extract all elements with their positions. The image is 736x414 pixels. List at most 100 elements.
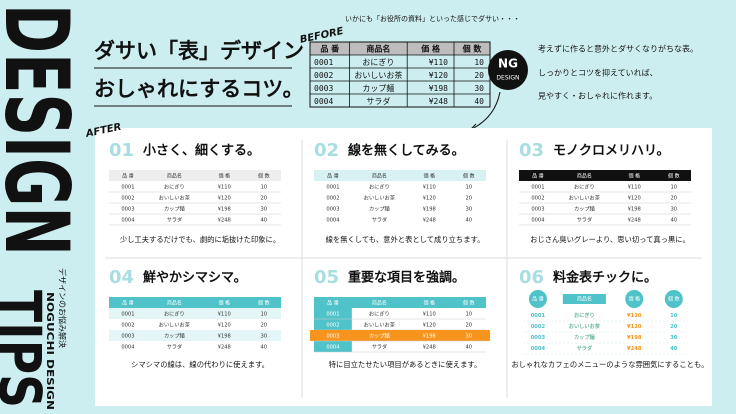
table-cell: 0001	[326, 185, 339, 191]
tip-number: 02	[314, 140, 339, 161]
table-header: 個 数	[668, 296, 680, 303]
tip-number: 03	[519, 140, 544, 161]
table-cell: おにぎり	[164, 310, 185, 318]
table-cell: おいしいお茶	[354, 70, 402, 80]
table-cell: 0003	[531, 335, 546, 341]
table-cell: 0003	[531, 207, 544, 213]
table-cell: 40	[465, 218, 472, 224]
table-cell: 0003	[326, 334, 339, 340]
table-cell: 0002	[326, 323, 339, 329]
table-cell: 0001	[531, 313, 546, 319]
table-cell: 40	[260, 345, 267, 351]
table-header: 個 数	[463, 173, 475, 180]
table-cell: ¥120	[429, 71, 448, 80]
tip-caption: 特に目立たせたい項目があるときに使えます。	[329, 360, 482, 369]
table-header: 品 番	[532, 173, 544, 180]
table-cell: おいしいお茶	[569, 194, 601, 202]
table-cell: おにぎり	[369, 183, 390, 191]
table-cell: 0001	[121, 312, 134, 318]
table-cell: 30	[465, 334, 472, 340]
tip-caption: シマシマの線は、線の代わりに使えます。	[131, 360, 269, 369]
table-cell: カップ麺	[574, 333, 596, 341]
table-header: 個 数	[463, 300, 475, 307]
tip-title: 線を無くしてみる。	[348, 143, 465, 159]
table-cell: サラダ	[577, 344, 593, 352]
table-cell: ¥120	[423, 323, 436, 329]
ng-text: DESIGN	[496, 75, 519, 82]
table-cell: ¥120	[627, 324, 642, 330]
table-cell: おいしいお茶	[159, 194, 191, 202]
table-header: 価 格	[628, 173, 640, 180]
table-cell: 0004	[121, 218, 135, 224]
table-cell: 10	[670, 313, 678, 319]
table-header: 個 数	[462, 44, 483, 54]
tip-title: 料金表チックに。	[553, 270, 657, 286]
table-header: 品 番	[320, 44, 340, 54]
table-cell: 10	[670, 185, 677, 191]
intro-text: 見やすく・おしゃれに作れます。	[538, 91, 657, 101]
headline: ダサい「表」デザイン	[94, 39, 304, 63]
table-cell: 0003	[314, 84, 333, 93]
highlight-row	[310, 330, 490, 341]
table-cell: おいしいお茶	[569, 322, 601, 330]
tip-title: 小さく、細くする。	[143, 143, 260, 159]
table-cell: 40	[465, 345, 472, 351]
table-cell: ¥198	[627, 335, 642, 341]
before-caption: いかにも「お役所の資料」といった感じでダサい・・・	[345, 14, 520, 23]
table-cell: おいしいお茶	[364, 321, 396, 329]
table-cell: おにぎり	[574, 311, 595, 319]
ng-badge	[488, 50, 528, 90]
table-header: 商品名	[577, 173, 592, 180]
table-cell: 10	[260, 312, 267, 318]
table-cell: ¥120	[218, 196, 231, 202]
table-header: 品 番	[122, 300, 134, 307]
table-cell: ¥198	[218, 207, 231, 213]
table-header: 価 格	[218, 300, 230, 307]
tip-title: 鮮やかシマシマ。	[143, 270, 247, 286]
table-cell: 0004	[326, 218, 340, 224]
table-cell: ¥110	[218, 312, 231, 318]
table-cell: サラダ	[577, 216, 593, 224]
table-cell: 0004	[314, 97, 333, 106]
table-cell: 0004	[326, 345, 340, 351]
table-cell: 20	[465, 196, 472, 202]
tip-caption: 線を無くしても、意外と表として成り立ちます。	[326, 235, 485, 244]
table-cell: おにぎり	[362, 57, 394, 67]
table-cell: サラダ	[372, 343, 388, 351]
tip-number: 06	[519, 267, 544, 288]
table-header: 商品名	[167, 300, 182, 307]
header-bg	[519, 170, 691, 181]
table-cell: ¥110	[218, 185, 231, 191]
table-cell: 10	[465, 185, 472, 191]
table-cell: 0001	[531, 185, 544, 191]
tip-number: 05	[314, 267, 339, 288]
table-cell: 0004	[531, 218, 545, 224]
table-cell: 0002	[531, 196, 544, 202]
tip-number: 01	[109, 140, 134, 161]
table-cell: 20	[670, 324, 678, 330]
side-sub: NOGUCHI DESIGN	[44, 292, 55, 410]
table-cell: 30	[670, 207, 677, 213]
table-cell: ¥198	[429, 84, 448, 93]
table-cell: 10	[260, 185, 267, 191]
tip-caption: おしゃれなカフェのメニューのような雰囲気にすることも。	[511, 360, 708, 369]
table-cell: 30	[260, 207, 267, 213]
table-cell: 30	[260, 334, 267, 340]
ng-text: NG	[498, 57, 518, 71]
header-bg	[109, 170, 281, 181]
table-cell: 20	[474, 71, 484, 80]
table-cell: サラダ	[167, 216, 183, 224]
table-header: 商品名	[366, 44, 390, 54]
table-cell: 20	[670, 196, 677, 202]
table-cell: 0002	[121, 323, 134, 329]
table-cell: ¥248	[218, 218, 231, 224]
table-header: 品 番	[327, 300, 339, 307]
table-cell: おいしいお茶	[364, 194, 396, 202]
header-bg	[562, 294, 606, 304]
header-bg	[109, 297, 281, 308]
table-header: 品 番	[327, 173, 339, 180]
table-cell: 30	[670, 335, 678, 341]
header-circle	[528, 290, 547, 308]
table-cell: カップ麺	[369, 205, 390, 213]
